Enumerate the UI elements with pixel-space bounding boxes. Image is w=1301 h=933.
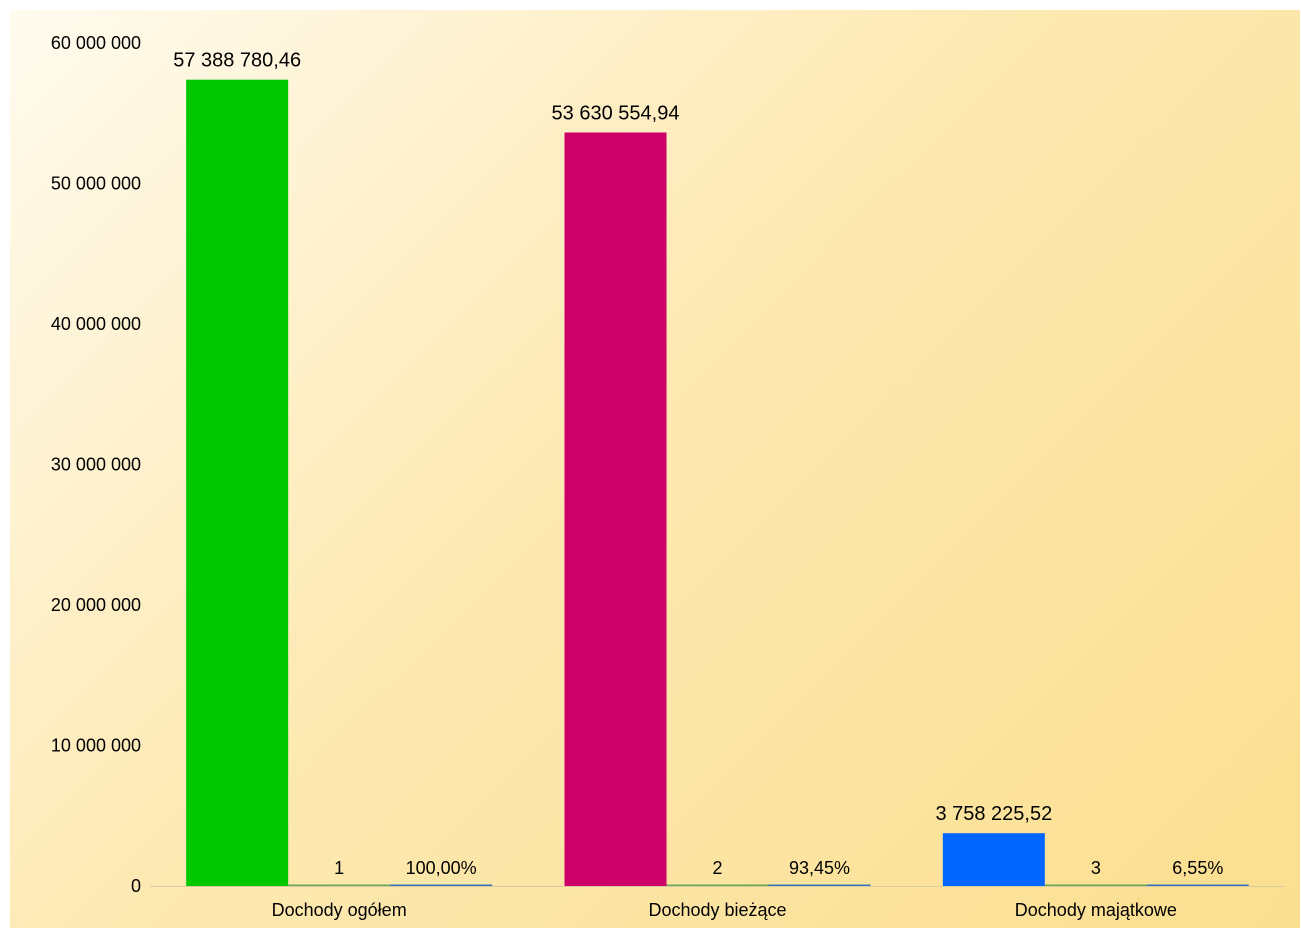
data-label-share: 93,45%: [789, 858, 850, 878]
bar-share: [768, 884, 871, 886]
bar-index: [666, 884, 769, 886]
data-label-index: 1: [334, 858, 344, 878]
x-tick-label: Dochody majątkowe: [1015, 900, 1177, 920]
bar-share: [390, 884, 493, 886]
data-label-value: 53 630 554,94: [552, 102, 680, 124]
data-label-value: 3 758 225,52: [935, 803, 1052, 825]
y-tick-label: 60 000 000: [51, 33, 141, 53]
chart-area: 0 10 000 000 20 000 000 30 000 000 40 000 00…: [10, 10, 1300, 928]
y-tick-label: 10 000 000: [51, 736, 141, 756]
y-tick-label: 0: [131, 876, 141, 896]
data-label-share: 6,55%: [1172, 858, 1223, 878]
y-tick-label: 30 000 000: [51, 455, 141, 475]
bar-chart: 0 10 000 000 20 000 000 30 000 000 40 000 00…: [51, 33, 1285, 920]
bar-value: [942, 833, 1045, 886]
bar-share: [1146, 884, 1249, 886]
data-label-value: 57 388 780,46: [173, 50, 301, 72]
y-tick-label: 40 000 000: [51, 314, 141, 334]
x-tick-label: Dochody bieżące: [648, 900, 786, 920]
bar-index: [288, 884, 391, 886]
data-label-index: 3: [1091, 858, 1101, 878]
x-tick-label: Dochody ogółem: [272, 900, 407, 920]
bar-index: [1044, 884, 1147, 886]
data-label-share: 100,00%: [406, 858, 477, 878]
bar-value: [564, 132, 667, 886]
y-tick-label: 50 000 000: [51, 174, 141, 194]
bar-value: [186, 79, 289, 887]
y-tick-label: 20 000 000: [51, 595, 141, 615]
data-label-index: 2: [712, 858, 722, 878]
